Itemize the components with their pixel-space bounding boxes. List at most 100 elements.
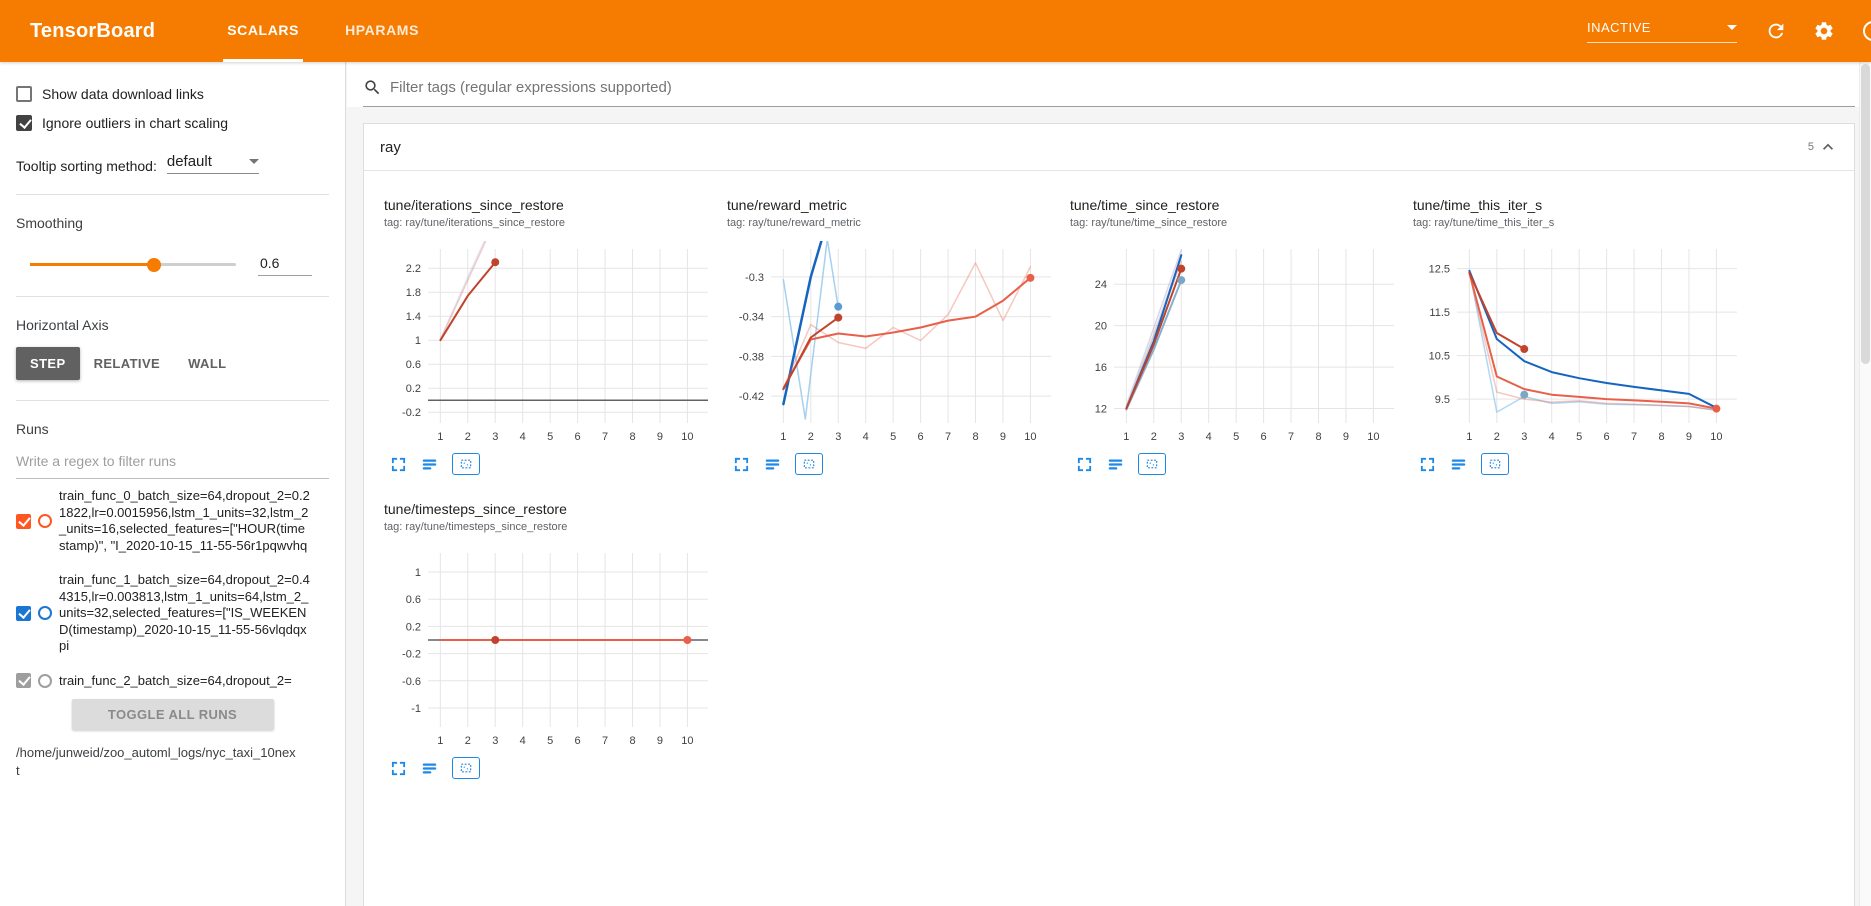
svg-text:9.5: 9.5 xyxy=(1435,394,1450,406)
fit-domain-icon[interactable] xyxy=(452,757,480,779)
tab-scalars[interactable]: SCALARS xyxy=(223,0,304,62)
expand-chart-icon[interactable] xyxy=(1076,456,1093,473)
axis-wall-button[interactable]: WALL xyxy=(174,347,240,380)
chart-title: tune/time_this_iter_s xyxy=(1413,197,1543,213)
svg-text:5: 5 xyxy=(547,735,553,747)
app-title: TensorBoard xyxy=(30,19,156,42)
tooltip-sorting-dropdown[interactable]: default xyxy=(166,153,259,174)
ignore-outliers-checkbox[interactable] xyxy=(16,115,32,131)
tab-hparams[interactable]: HPARAMS xyxy=(345,21,420,38)
ray-section-header[interactable]: ray 5 xyxy=(364,124,1854,171)
tooltip-sorting-label: Tooltip sorting method: xyxy=(16,158,157,174)
runs-menu-icon[interactable] xyxy=(1450,456,1467,473)
run-visibility-checkbox[interactable] xyxy=(16,605,31,621)
svg-text:9: 9 xyxy=(1686,431,1692,443)
expand-chart-icon[interactable] xyxy=(1419,456,1436,473)
show-download-links-label: Show data download links xyxy=(42,86,204,102)
svg-text:7: 7 xyxy=(945,431,951,443)
svg-text:12.5: 12.5 xyxy=(1429,264,1450,276)
chart-tag: tag: ray/tune/timesteps_since_restore xyxy=(384,521,568,533)
svg-text:1: 1 xyxy=(780,431,786,443)
svg-text:3: 3 xyxy=(1178,431,1184,443)
fit-domain-icon[interactable] xyxy=(1481,453,1509,475)
tag-filter-input[interactable] xyxy=(390,79,1855,96)
svg-text:5: 5 xyxy=(547,431,553,443)
chart-plot-reward_metric[interactable]: -0.42 -0.38 -0.34 -0.3 1 2 3 4 5 6 7 8 9 10 xyxy=(727,241,1059,447)
divider xyxy=(16,400,329,401)
axis-step-button[interactable]: STEP xyxy=(16,347,80,380)
svg-text:5: 5 xyxy=(1576,431,1582,443)
collapse-section-icon[interactable] xyxy=(1818,137,1838,157)
run-visibility-checkbox[interactable] xyxy=(16,673,31,689)
svg-text:2: 2 xyxy=(465,735,471,747)
status-dropdown[interactable]: INACTIVE xyxy=(1587,20,1737,43)
runs-menu-icon[interactable] xyxy=(421,760,438,777)
run-row: train_func_0_batch_size=64,dropout_2=0.2… xyxy=(16,479,329,563)
svg-text:16: 16 xyxy=(1095,362,1107,374)
smoothing-label: Smoothing xyxy=(16,215,83,231)
chart-actions xyxy=(384,757,727,779)
refresh-icon[interactable] xyxy=(1765,20,1787,42)
svg-text:-1: -1 xyxy=(411,703,421,715)
svg-text:1: 1 xyxy=(415,567,421,579)
help-icon[interactable] xyxy=(1861,19,1871,43)
chart-actions xyxy=(1413,453,1756,475)
chart-plot-timesteps_since_restore[interactable]: -1 -0.6 -0.2 0.2 0.6 1 1 2 3 4 5 6 7 8 9 10 xyxy=(384,545,716,751)
run-visibility-checkbox[interactable] xyxy=(16,513,31,529)
expand-chart-icon[interactable] xyxy=(390,456,407,473)
fit-domain-icon[interactable] xyxy=(1138,453,1166,475)
divider xyxy=(16,194,329,195)
chart-card-time_this_iter_s: tune/time_this_iter_s tag: ray/tune/time_… xyxy=(1413,197,1756,475)
chart-actions xyxy=(727,453,1070,475)
chart-plot-iterations_since_restore[interactable]: -0.2 0.2 0.6 1 1.4 1.8 2.2 1 2 3 4 5 6 7 8 9 10 xyxy=(384,241,716,447)
tooltip-sorting-row: Tooltip sorting method: default xyxy=(16,153,329,174)
main-content: ray 5 tune/iterations_since_restore tag: … xyxy=(347,62,1871,906)
svg-text:1: 1 xyxy=(1466,431,1472,443)
svg-text:7: 7 xyxy=(1631,431,1637,443)
smoothing-value-input[interactable]: 0.6 xyxy=(258,253,312,276)
svg-text:-0.2: -0.2 xyxy=(402,407,421,419)
run-name: train_func_0_batch_size=64,dropout_2=0.2… xyxy=(59,488,310,553)
svg-text:1: 1 xyxy=(415,335,421,347)
svg-text:4: 4 xyxy=(520,735,526,747)
svg-text:-0.6: -0.6 xyxy=(402,676,421,688)
run-solo-radio[interactable] xyxy=(38,606,52,621)
runs-menu-icon[interactable] xyxy=(1107,456,1124,473)
show-download-links-checkbox[interactable] xyxy=(16,86,32,102)
fit-domain-icon[interactable] xyxy=(795,453,823,475)
smoothing-slider[interactable] xyxy=(30,257,236,272)
svg-text:7: 7 xyxy=(602,431,608,443)
svg-text:9: 9 xyxy=(657,735,663,747)
chart-card-time_since_restore: tune/time_since_restore tag: ray/tune/tim… xyxy=(1070,197,1413,475)
svg-text:-0.38: -0.38 xyxy=(739,351,764,363)
fit-domain-icon[interactable] xyxy=(452,453,480,475)
svg-text:3: 3 xyxy=(492,735,498,747)
svg-text:6: 6 xyxy=(918,431,924,443)
smoothing-slider-handle[interactable] xyxy=(146,257,161,272)
section-chart-count: 5 xyxy=(1807,141,1814,153)
main-scrollbar[interactable] xyxy=(1859,62,1871,906)
toggle-all-runs-button[interactable]: TOGGLE ALL RUNS xyxy=(71,699,274,730)
svg-text:4: 4 xyxy=(863,431,869,443)
expand-chart-icon[interactable] xyxy=(733,456,750,473)
expand-chart-icon[interactable] xyxy=(390,760,407,777)
svg-text:5: 5 xyxy=(1233,431,1239,443)
run-solo-radio[interactable] xyxy=(38,514,52,528)
svg-text:10.5: 10.5 xyxy=(1429,351,1450,363)
svg-text:10: 10 xyxy=(1024,431,1036,443)
svg-text:2: 2 xyxy=(465,431,471,443)
scrollbar-thumb[interactable] xyxy=(1861,64,1870,364)
settings-gear-icon[interactable] xyxy=(1813,20,1835,42)
axis-relative-button[interactable]: RELATIVE xyxy=(80,347,175,380)
horizontal-axis-label: Horizontal Axis xyxy=(16,317,109,333)
run-solo-radio[interactable] xyxy=(38,673,52,688)
runs-menu-icon[interactable] xyxy=(421,456,438,473)
svg-text:0.2: 0.2 xyxy=(406,383,421,395)
divider xyxy=(16,296,329,297)
runs-filter-input[interactable] xyxy=(16,445,329,479)
runs-menu-icon[interactable] xyxy=(764,456,781,473)
svg-text:-0.34: -0.34 xyxy=(739,312,764,324)
chart-plot-time_this_iter_s[interactable]: 9.5 10.5 11.5 12.5 1 2 3 4 5 6 7 8 9 10 xyxy=(1413,241,1745,447)
svg-text:2.2: 2.2 xyxy=(406,263,421,275)
